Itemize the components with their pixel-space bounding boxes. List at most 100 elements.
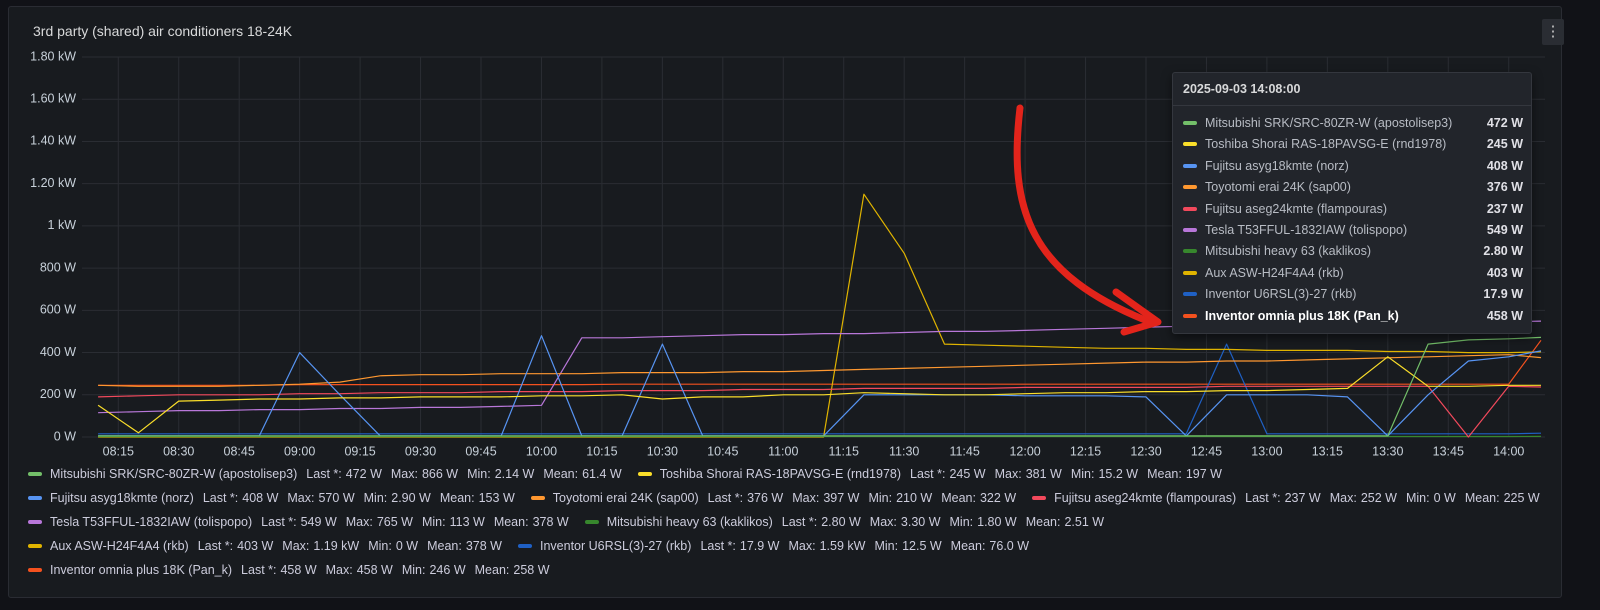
tooltip-swatch (1183, 163, 1197, 168)
legend-stat-value: 549 W (300, 515, 337, 529)
legend-stat-label: Last *: (202, 491, 239, 505)
tooltip-row: Tesla T53FFUL-1832IAW (tolispopo) 549 W (1183, 221, 1523, 239)
tooltip-name: Inventor omnia plus 18K (Pan_k) (1205, 308, 1399, 323)
legend-stat-label: Mean: (493, 515, 529, 529)
y-tick-label: 800 W (40, 260, 76, 274)
legend-stat-label: Max: (345, 515, 373, 529)
panel-menu[interactable]: ⋮ (1542, 19, 1564, 45)
legend-stat-value: 113 W (449, 515, 485, 529)
legend-stat-label: Min: (1405, 491, 1430, 505)
legend-stat-value: 210 W (896, 491, 933, 505)
x-tick-label: 12:15 (1070, 444, 1101, 458)
legend-stat-value: 570 W (318, 491, 355, 505)
x-tick-label: 11:00 (768, 444, 798, 458)
y-tick-label: 1.40 kW (30, 134, 76, 148)
legend-stat-value: 1.59 kW (819, 539, 866, 553)
legend-stat-value: 2.90 W (391, 491, 431, 505)
x-tick-label: 13:30 (1372, 444, 1403, 458)
legend-item: Toshiba Shorai RAS-18PAVSG-E (rnd1978) La… (637, 466, 1222, 482)
tooltip-row: Inventor U6RSL(3)-27 (rkb) 17.9 W (1183, 285, 1523, 303)
x-tick-label: 09:15 (344, 444, 375, 458)
tooltip-swatch (1183, 313, 1197, 318)
tooltip-swatch (1183, 292, 1197, 297)
tooltip-time: 2025-09-03 14:08:00 (1183, 82, 1301, 96)
legend-item: Inventor omnia plus 18K (Pan_k) Last *: 45… (28, 562, 550, 578)
legend-stat-value: 245 W (949, 467, 986, 481)
tooltip-row: Inventor omnia plus 18K (Pan_k) 458 W (1183, 307, 1523, 325)
legend-stat-label: Mean: (474, 563, 510, 577)
x-tick-label: 08:30 (163, 444, 194, 458)
y-tick-label: 1 kW (48, 218, 77, 232)
legend-stat-value: 225 W (1503, 491, 1540, 505)
legend-stat-value: 3.30 W (900, 515, 941, 529)
legend-stat-label: Max: (869, 515, 897, 529)
y-tick-label: 200 W (40, 387, 76, 401)
series-line (97, 356, 1541, 434)
legend-name: Mitsubishi heavy 63 (kaklikos) (606, 515, 773, 529)
x-tick-label: 09:30 (405, 444, 436, 458)
tooltip-name: Fujitsu asyg18kmte (norz) (1205, 158, 1349, 173)
x-tick-label: 10:00 (526, 444, 557, 458)
x-tick-label: 13:45 (1433, 444, 1464, 458)
legend-stat-label: Last *: (707, 491, 744, 505)
legend-stat-value: 197 W (1185, 467, 1222, 481)
legend-item: Aux ASW-H24F4A4 (rkb) Last *: 403 W Max: 1.1… (28, 538, 502, 554)
legend-stat-value: 472 W (345, 467, 382, 481)
legend-swatch (28, 472, 42, 476)
legend-stat-label: Mean: (941, 491, 976, 505)
legend-stat-label: Mean: (543, 467, 579, 481)
legend-stat-label: Last *: (261, 515, 297, 529)
legend-name: Toshiba Shorai RAS-18PAVSG-E (rnd1978) (659, 467, 902, 481)
panel-title: 3rd party (shared) air conditioners 18-2… (33, 23, 293, 39)
legend-stat-value: 765 W (376, 515, 413, 529)
legend: Mitsubishi SRK/SRC-80ZR-W (apostolisep3)… (28, 466, 1548, 578)
legend-name: Toyotomi erai 24K (sap00) (552, 491, 699, 505)
legend-stat-label: Max: (788, 539, 816, 553)
legend-stat-value: 376 W (747, 491, 784, 505)
legend-item: Inventor U6RSL(3)-27 (rkb) Last *: 17.9 W M… (517, 538, 1030, 554)
tooltip-name: Tesla T53FFUL-1832IAW (tolispopo) (1205, 223, 1408, 237)
y-tick-label: 1.80 kW (30, 49, 76, 63)
legend-stat-label: Min: (401, 563, 426, 577)
legend-stat-label: Max: (792, 491, 820, 505)
tooltip-row: Toshiba Shorai RAS-18PAVSG-E (rnd1978) 24… (1183, 135, 1523, 153)
x-tick-label: 12:00 (1009, 444, 1040, 458)
tooltip-name: Toshiba Shorai RAS-18PAVSG-E (rnd1978) (1205, 137, 1447, 152)
legend-stat-value: 76.0 W (989, 539, 1030, 553)
tooltip-swatch (1183, 206, 1197, 211)
tooltip-value: 458 W (1486, 308, 1523, 323)
tooltip-swatch (1183, 121, 1197, 125)
legend-stat-label: Mean: (950, 539, 986, 553)
legend-name: Fujitsu asyg18kmte (norz) (50, 491, 194, 505)
legend-stat-label: Max: (282, 539, 310, 553)
legend-stat-value: 237 W (1284, 491, 1321, 505)
legend-swatch (28, 544, 42, 548)
legend-stat-value: 378 W (532, 515, 569, 529)
x-tick-label: 10:15 (586, 444, 617, 458)
y-tick-label: 600 W (40, 303, 76, 317)
legend-swatch (28, 496, 42, 500)
legend-stat-label: Last *: (197, 539, 234, 553)
legend-stat-value: 381 W (1025, 467, 1062, 481)
tooltip-value: 17.9 W (1483, 287, 1523, 302)
legend-swatch (517, 544, 532, 548)
legend-stat-value: 322 W (979, 491, 1017, 505)
legend-swatch (28, 568, 42, 572)
x-tick-label: 11:15 (829, 444, 859, 458)
series-line (98, 354, 1542, 387)
legend-name: Aux ASW-H24F4A4 (rkb) (50, 539, 189, 553)
tooltip-swatch (1183, 249, 1197, 254)
x-tick-label: 10:45 (707, 444, 738, 458)
tooltip-name: Mitsubishi heavy 63 (kaklikos) (1205, 244, 1372, 259)
tooltip-swatch (1183, 185, 1197, 190)
tooltip-value: 2.80 W (1483, 244, 1523, 259)
tooltip-value: 472 W (1486, 116, 1523, 130)
tooltip-name: Mitsubishi SRK/SRC-80ZR-W (apostolisep3) (1205, 116, 1453, 130)
tooltip-value: 245 W (1486, 137, 1523, 152)
legend-stat-label: Mean: (1147, 467, 1182, 481)
legend-stat-value: 458 W (280, 563, 317, 577)
legend-stat-value: 2.14 W (494, 467, 535, 481)
tooltip-value: 376 W (1486, 180, 1523, 195)
legend-name: Fujitsu aseg24kmte (flampouras) (1054, 491, 1237, 505)
